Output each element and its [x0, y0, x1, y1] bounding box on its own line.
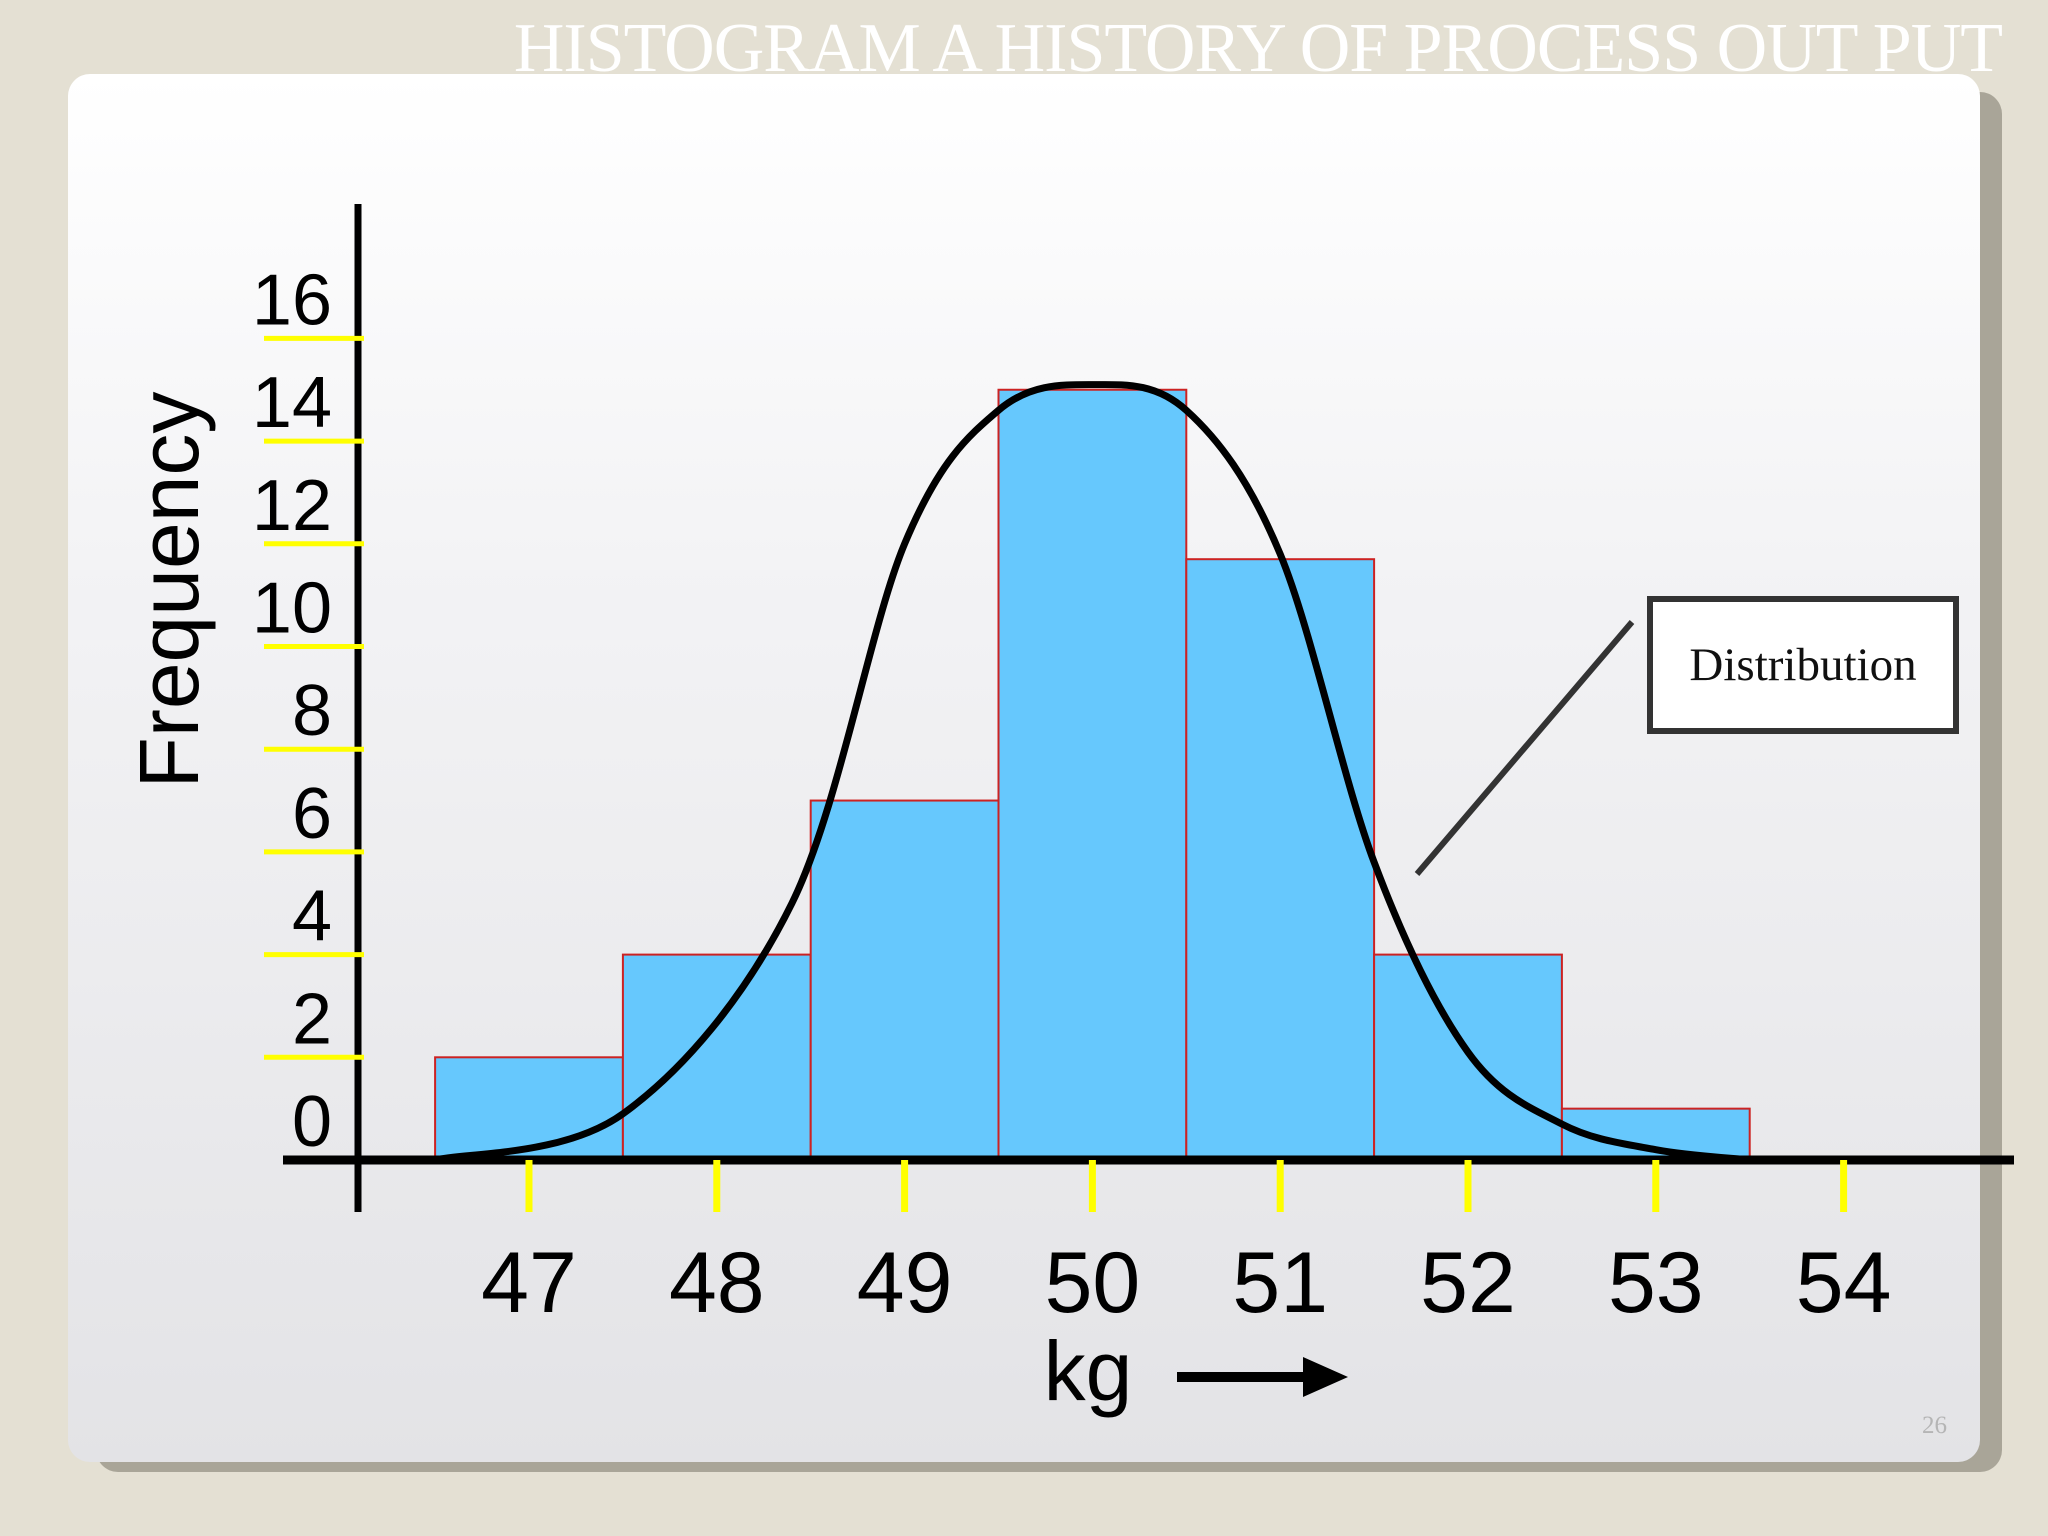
callout-label: Distribution [1689, 639, 1917, 691]
distribution-curve [431, 381, 1754, 1164]
slide-title: HISTOGRAM A HISTORY OF PROCESS OUT PUT [513, 10, 2003, 87]
x-axis-arrow-icon [1177, 1357, 1348, 1397]
y-tick-label-16: 16 [252, 260, 332, 340]
y-tick-label-6: 6 [292, 774, 332, 854]
callout-box: Distribution [1647, 596, 1959, 734]
histogram-bar-50 [997, 388, 1188, 1161]
histogram-bar-48 [621, 953, 812, 1161]
histogram-bar-49 [809, 799, 1000, 1161]
x-tick-label-47: 47 [481, 1235, 577, 1331]
page-number: 26 [1922, 1412, 1947, 1439]
x-tick-label-48: 48 [669, 1235, 765, 1331]
x-tick-label-54: 54 [1796, 1235, 1892, 1331]
y-tick-label-8: 8 [292, 671, 332, 751]
histogram-bar-47 [434, 1056, 624, 1162]
labels-layer: 0 2 4 6 8 10 12 14 16 47 48 49 50 51 52 53 54 [252, 260, 1892, 1331]
y-tick-label-0: 0 [292, 1082, 332, 1162]
x-tick-label-49: 49 [857, 1235, 953, 1331]
x-tick-label-50: 50 [1045, 1235, 1141, 1331]
y-tick-label-14: 14 [252, 363, 332, 443]
y-tick-label-12: 12 [252, 466, 332, 546]
x-tick-label-52: 52 [1420, 1235, 1516, 1331]
histogram-bar-51 [1185, 558, 1376, 1161]
y-tick-label-2: 2 [292, 979, 332, 1059]
callout-connector [1414, 620, 1635, 876]
y-tick-label-4: 4 [292, 877, 332, 957]
bars-layer [434, 388, 1751, 1162]
y-axis-title: Frequency [122, 392, 216, 789]
x-tick-label-51: 51 [1232, 1235, 1328, 1331]
axes-layer [264, 204, 2014, 1212]
x-axis-title: kg [1044, 1324, 1133, 1418]
x-tick-label-53: 53 [1608, 1235, 1704, 1331]
y-tick-label-10: 10 [252, 569, 332, 649]
